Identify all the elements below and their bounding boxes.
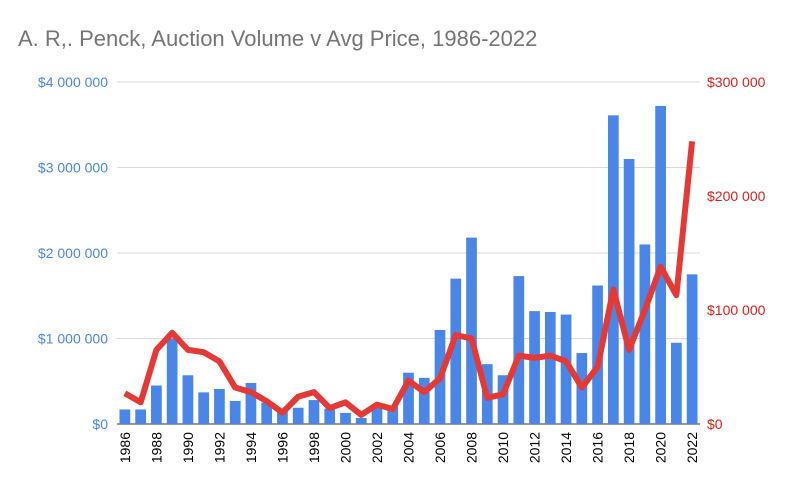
volume-bars [119, 105, 698, 424]
bar [340, 412, 351, 424]
bar [466, 237, 477, 424]
bar [308, 400, 320, 424]
x-tick-label: 2014 [558, 432, 574, 463]
chart-title: A. R,. Penck, Auction Volume v Avg Price… [18, 26, 538, 51]
bar [355, 418, 367, 424]
bar [229, 400, 241, 424]
bar [686, 274, 698, 424]
bar [387, 406, 399, 424]
bar [198, 392, 210, 424]
bar [639, 244, 651, 424]
x-tick-label: 1986 [117, 432, 133, 463]
bar [151, 385, 162, 424]
bar [497, 375, 509, 424]
bar [214, 388, 225, 424]
x-tick-label: 1992 [211, 432, 227, 463]
y-right-tick-label: $200 000 [707, 188, 766, 204]
bar [166, 338, 178, 424]
x-tick-label: 1998 [306, 432, 322, 463]
bar [261, 402, 273, 424]
x-tick-label: 2002 [369, 432, 385, 463]
bar [245, 382, 257, 424]
x-tick-label: 1990 [180, 432, 196, 463]
line-series [123, 140, 696, 418]
y-left-tick-label: $4 000 000 [38, 74, 108, 90]
axes: $0 $1 000 000 $2 000 000 $3 000 000 $4 000 0… [38, 74, 766, 463]
x-tick-label: 1994 [243, 432, 259, 463]
y-left-tick-label: $1 000 000 [38, 331, 108, 347]
y-left-tick-label: $3 000 000 [38, 160, 108, 176]
bar [560, 314, 572, 424]
bar [135, 409, 146, 424]
x-tick-label: 2018 [621, 432, 637, 463]
bar [403, 372, 414, 424]
bar [623, 158, 635, 424]
x-tick-label: 2016 [590, 432, 606, 463]
avg-price-line [123, 140, 696, 418]
x-tick-label: 2012 [527, 432, 543, 463]
bar [544, 311, 556, 424]
bar [450, 278, 462, 424]
bar [529, 311, 540, 424]
bar [324, 408, 336, 424]
y-right-tick-label: $100 000 [707, 302, 766, 318]
bar [277, 410, 288, 424]
bar [418, 377, 430, 424]
x-tick-label: 2004 [401, 432, 417, 463]
x-tick-label: 2008 [464, 432, 480, 463]
y-left-tick-label: $0 [92, 416, 108, 432]
x-tick-label: 2006 [432, 432, 448, 463]
x-tick-label: 2010 [495, 432, 511, 463]
bar [292, 407, 304, 424]
x-tick-label: 1996 [274, 432, 290, 463]
bar [607, 115, 619, 424]
bar [671, 342, 682, 424]
bar [182, 375, 194, 424]
x-tick-label: 2020 [653, 432, 669, 463]
x-tick-label: 2000 [337, 432, 353, 463]
y-right-tick-label: $300 000 [707, 74, 766, 90]
y-left-tick-label: $2 000 000 [38, 245, 108, 261]
x-tick-label: 2022 [684, 432, 700, 463]
bar [513, 276, 525, 424]
y-right-tick-label: $0 [707, 416, 723, 432]
bar [119, 409, 131, 424]
x-tick-label: 1988 [148, 432, 164, 463]
bar [371, 406, 383, 424]
